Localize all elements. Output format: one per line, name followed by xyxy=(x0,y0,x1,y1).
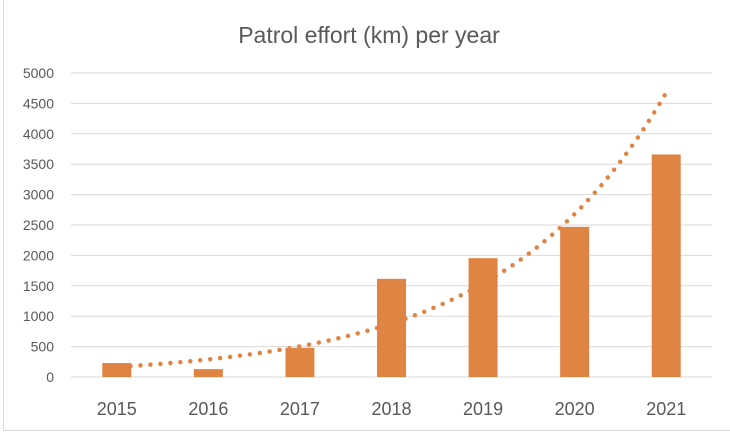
x-tick-label: 2017 xyxy=(280,399,320,419)
bar-2019 xyxy=(468,258,498,377)
bar-2018 xyxy=(377,278,406,377)
y-tick-label: 3500 xyxy=(23,156,54,172)
y-tick-label: 3000 xyxy=(23,187,54,203)
bar-2016 xyxy=(193,369,223,377)
y-tick-label: 2500 xyxy=(23,217,54,233)
x-tick-label: 2016 xyxy=(188,399,228,419)
x-tick-label: 2019 xyxy=(463,399,503,419)
bar-2020 xyxy=(560,226,590,377)
x-tick-label: 2020 xyxy=(555,399,595,419)
trendline xyxy=(128,91,668,369)
y-tick-label: 1000 xyxy=(23,308,54,324)
y-tick-label: 4000 xyxy=(23,126,54,142)
x-tick-label: 2021 xyxy=(646,399,686,419)
x-tick-label: 2018 xyxy=(371,399,411,419)
chart-title: Patrol effort (km) per year xyxy=(238,22,500,48)
bar-2017 xyxy=(285,347,315,377)
y-tick-label: 0 xyxy=(46,369,54,385)
y-tick-label: 5000 xyxy=(23,65,54,81)
y-tick-label: 2000 xyxy=(23,247,54,263)
chart-border xyxy=(3,0,730,431)
y-tick-label: 1500 xyxy=(23,278,54,294)
y-tick-label: 500 xyxy=(31,339,55,355)
bar-2021 xyxy=(651,154,681,377)
x-tick-label: 2015 xyxy=(97,399,137,419)
y-tick-label: 4500 xyxy=(23,95,54,111)
bar-2015 xyxy=(102,363,132,377)
